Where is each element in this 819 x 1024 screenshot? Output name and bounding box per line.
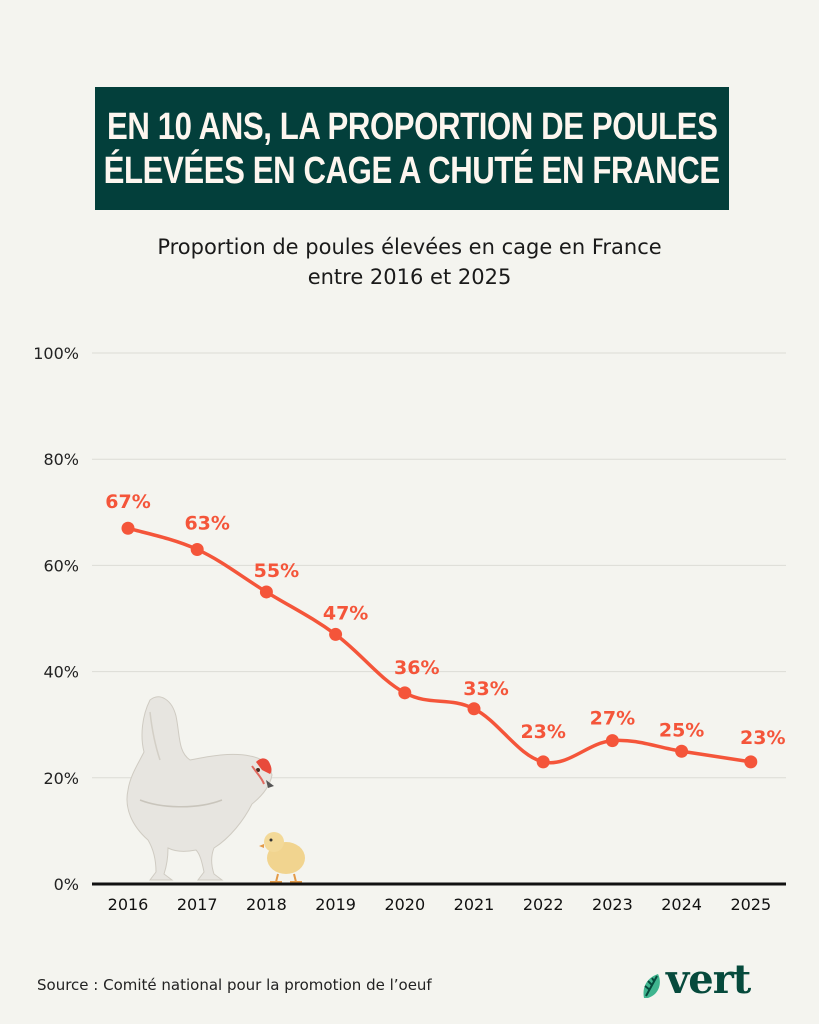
title-banner: EN 10 ANS, LA PROPORTION DE POULES ÉLEVÉ… xyxy=(95,87,729,210)
data-labels: 67% 63% 55% 47% 36% 33% 23% 27% 25% 23% xyxy=(105,491,785,749)
chart-subtitle: Proportion de poules élevées en cage en … xyxy=(0,232,819,292)
hen-and-chick-illustration xyxy=(126,696,305,883)
y-tick-label: 80% xyxy=(43,450,79,469)
data-point xyxy=(259,585,273,599)
title-line-2: ÉLEVÉES EN CAGE A CHUTÉ EN FRANCE xyxy=(103,149,721,192)
leaf-icon xyxy=(643,974,660,998)
data-label: 23% xyxy=(520,721,565,743)
y-tick-label: 0% xyxy=(54,875,79,894)
data-point xyxy=(467,702,481,716)
data-point xyxy=(605,734,619,748)
data-point xyxy=(121,521,135,535)
data-label: 33% xyxy=(463,678,508,700)
y-tick-label: 20% xyxy=(43,769,79,788)
x-tick-label: 2024 xyxy=(661,895,702,914)
y-axis-tick-labels: 0% 20% 40% 60% 80% 100% xyxy=(33,344,79,894)
data-point xyxy=(744,755,758,769)
y-tick-label: 40% xyxy=(43,663,79,682)
x-axis-tick-labels: 2016 2017 2018 2019 2020 2021 2022 2023 2024 2025 xyxy=(108,895,772,914)
chick-icon xyxy=(259,832,305,883)
data-points xyxy=(121,521,758,769)
data-label: 25% xyxy=(659,719,704,741)
subtitle-line-1: Proportion de poules élevées en cage en … xyxy=(157,235,662,259)
data-label: 63% xyxy=(184,512,229,534)
vert-logo: vert xyxy=(640,956,751,1003)
series-line xyxy=(126,526,753,765)
x-tick-label: 2016 xyxy=(108,895,149,914)
data-label: 23% xyxy=(740,727,785,749)
title-line-1: EN 10 ANS, LA PROPORTION DE POULES xyxy=(106,105,718,148)
data-point xyxy=(675,744,689,758)
y-tick-label: 60% xyxy=(43,556,79,575)
x-tick-label: 2020 xyxy=(384,895,425,914)
data-label: 47% xyxy=(323,602,368,624)
x-tick-label: 2018 xyxy=(246,895,287,914)
hen-icon xyxy=(126,696,274,881)
x-tick-label: 2025 xyxy=(730,895,771,914)
x-tick-label: 2017 xyxy=(177,895,218,914)
x-tick-label: 2021 xyxy=(454,895,495,914)
data-point xyxy=(190,542,204,556)
source-note: Source : Comité national pour la promoti… xyxy=(37,976,432,994)
data-point xyxy=(329,627,343,641)
x-tick-label: 2023 xyxy=(592,895,633,914)
x-tick-label: 2019 xyxy=(315,895,356,914)
grid-lines xyxy=(92,352,786,779)
data-label: 27% xyxy=(590,708,635,730)
x-tick-label: 2022 xyxy=(523,895,564,914)
data-label: 55% xyxy=(254,560,299,582)
data-point xyxy=(536,755,550,769)
logo-text: vert xyxy=(666,956,751,1003)
subtitle-line-2: entre 2016 et 2025 xyxy=(307,265,512,289)
data-point xyxy=(398,686,412,700)
data-label: 36% xyxy=(394,657,439,679)
data-label: 67% xyxy=(105,491,150,513)
y-tick-label: 100% xyxy=(33,344,79,363)
